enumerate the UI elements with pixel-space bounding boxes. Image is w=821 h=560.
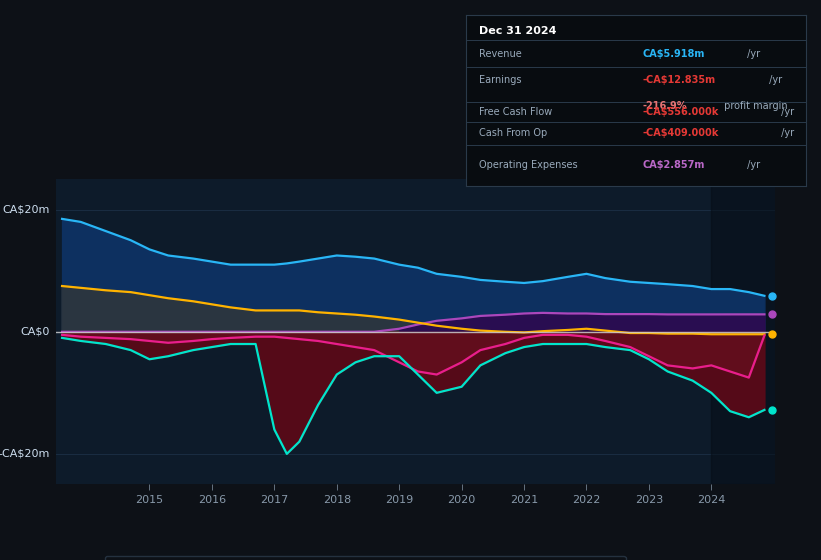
Text: /yr: /yr: [744, 49, 760, 59]
Text: /yr: /yr: [766, 75, 782, 85]
Text: Earnings: Earnings: [479, 75, 521, 85]
Text: Dec 31 2024: Dec 31 2024: [479, 26, 557, 36]
Text: -CA$20m: -CA$20m: [0, 449, 50, 459]
Text: CA$2.857m: CA$2.857m: [643, 160, 705, 170]
Bar: [711, 179, 777, 484]
Text: CA$5.918m: CA$5.918m: [643, 49, 705, 59]
Text: -CA$12.835m: -CA$12.835m: [643, 75, 716, 85]
Text: Operating Expenses: Operating Expenses: [479, 160, 578, 170]
Text: profit margin: profit margin: [722, 101, 788, 111]
Text: -CA$409.000k: -CA$409.000k: [643, 128, 719, 138]
Text: CA$20m: CA$20m: [2, 205, 50, 214]
Text: CA$0: CA$0: [21, 327, 50, 337]
Text: /yr: /yr: [744, 160, 760, 170]
Text: Cash From Op: Cash From Op: [479, 128, 548, 138]
Text: Revenue: Revenue: [479, 49, 522, 59]
Text: -216.9%: -216.9%: [643, 101, 687, 111]
Text: /yr: /yr: [777, 108, 794, 118]
Legend: Revenue, Earnings, Free Cash Flow, Cash From Op, Operating Expenses: Revenue, Earnings, Free Cash Flow, Cash …: [104, 556, 626, 560]
Text: Free Cash Flow: Free Cash Flow: [479, 108, 553, 118]
Text: /yr: /yr: [777, 128, 794, 138]
Text: -CA$556.000k: -CA$556.000k: [643, 108, 719, 118]
